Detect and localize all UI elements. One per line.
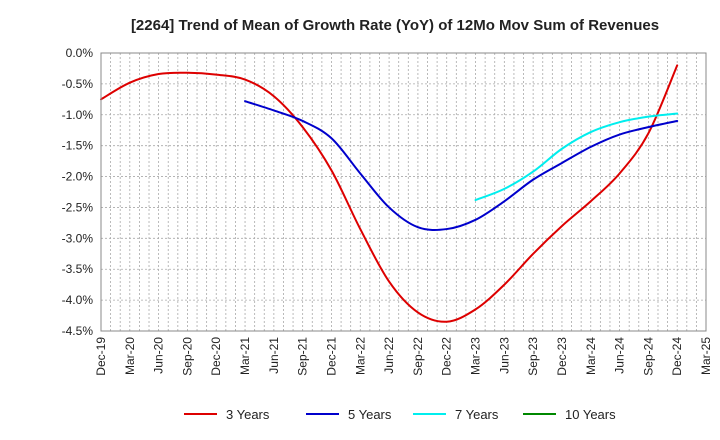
y-tick-label: -0.5% <box>62 77 94 91</box>
chart-title: [2264] Trend of Mean of Growth Rate (YoY… <box>131 17 659 34</box>
x-tick-label: Dec-23 <box>555 337 569 376</box>
legend-label-10-years: 10 Years <box>565 407 616 422</box>
legend: 3 Years 5 Years 7 Years 10 Years <box>184 407 616 422</box>
y-tick-label: -1.5% <box>62 139 94 153</box>
x-tick-label: Dec-22 <box>440 337 454 376</box>
x-tick-label: Sep-22 <box>411 337 425 376</box>
series-line-5-years <box>244 100 679 231</box>
x-tick-label: Dec-24 <box>670 337 684 376</box>
x-tick-label: Mar-20 <box>123 337 137 375</box>
x-tick-label: Sep-24 <box>641 337 655 376</box>
y-axis-ticks: 0.0% -0.5% -1.0% -1.5% -2.0% -2.5% -3.0% -3.5% -… <box>62 46 94 338</box>
y-tick-label: -2.0% <box>62 170 94 184</box>
series-line-7-years <box>474 112 679 202</box>
x-tick-label: Jun-21 <box>267 337 281 374</box>
y-tick-label: 0.0% <box>66 46 94 60</box>
x-tick-label: Sep-23 <box>526 337 540 376</box>
y-tick-label: -3.5% <box>62 262 94 276</box>
x-tick-label: Sep-20 <box>180 337 194 376</box>
x-tick-label: Jun-20 <box>152 337 166 374</box>
legend-label-7-years: 7 Years <box>455 407 499 422</box>
x-tick-label: Jun-23 <box>497 337 511 374</box>
series-line-3-years <box>100 64 679 323</box>
plot-area-frame <box>100 52 707 332</box>
legend-label-3-years: 3 Years <box>226 407 270 422</box>
x-tick-label: Dec-20 <box>209 337 223 376</box>
legend-label-5-years: 5 Years <box>348 407 392 422</box>
x-tick-label: Jun-24 <box>613 337 627 374</box>
y-tick-label: -4.0% <box>62 293 94 307</box>
x-tick-label: Mar-22 <box>353 337 367 375</box>
x-tick-label: Mar-25 <box>699 337 713 375</box>
y-tick-label: -4.5% <box>62 324 94 338</box>
x-tick-label: Mar-21 <box>238 337 252 375</box>
x-tick-label: Sep-21 <box>296 337 310 376</box>
x-tick-label: Mar-23 <box>469 337 483 375</box>
y-tick-label: -1.0% <box>62 108 94 122</box>
x-tick-label: Dec-19 <box>94 337 108 376</box>
x-axis-ticks: Dec-19 Mar-20 Jun-20 Sep-20 Dec-20 Mar-21 Jun-… <box>94 337 713 376</box>
x-tick-label: Mar-24 <box>584 337 598 375</box>
grid <box>100 52 707 332</box>
series-lines <box>100 64 679 323</box>
x-tick-label: Jun-22 <box>382 337 396 374</box>
y-tick-label: -2.5% <box>62 200 94 214</box>
x-tick-label: Dec-21 <box>324 337 338 376</box>
y-tick-label: -3.0% <box>62 231 94 245</box>
